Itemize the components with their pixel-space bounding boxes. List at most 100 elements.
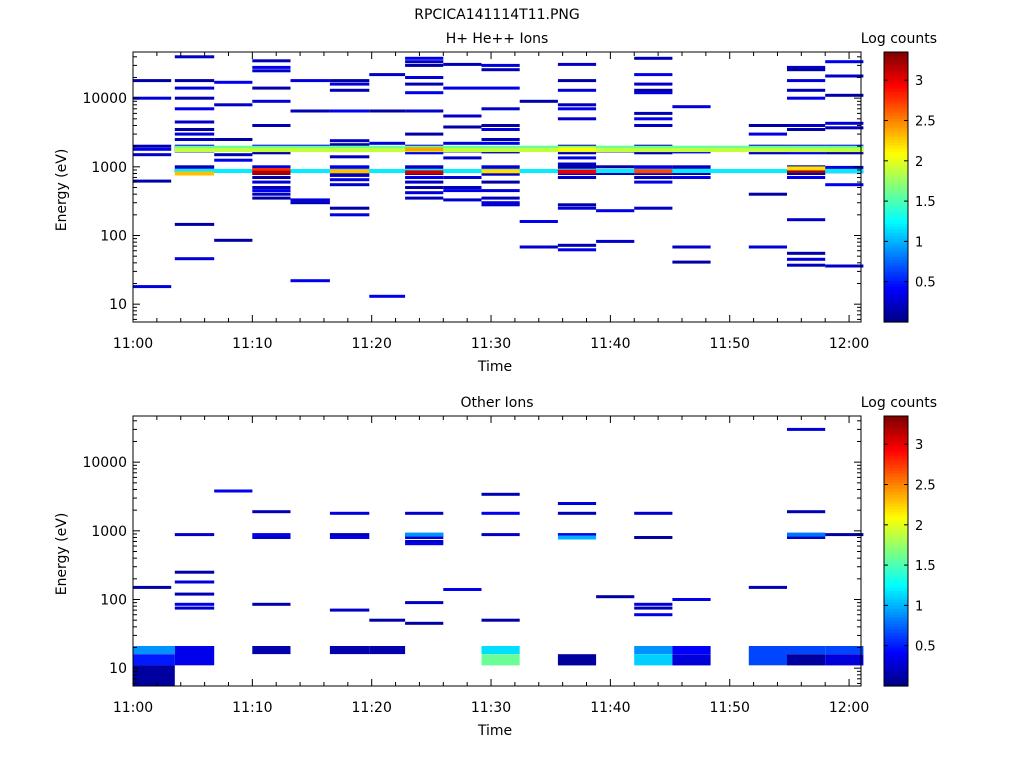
heatmap-cell bbox=[481, 68, 520, 72]
colorbar-swatch bbox=[884, 530, 908, 534]
x-tick-label: 12:00 bbox=[829, 336, 869, 352]
colorbar-swatch bbox=[884, 683, 908, 687]
heatmap-cell bbox=[133, 96, 172, 100]
heatmap-cell bbox=[481, 618, 520, 622]
colorbar-swatch bbox=[884, 256, 908, 260]
colorbar-swatch bbox=[884, 61, 908, 65]
heatmap-cell bbox=[133, 285, 172, 289]
heatmap-cell bbox=[787, 218, 826, 222]
heatmap-cell bbox=[252, 168, 291, 172]
heatmap-cell bbox=[174, 132, 215, 136]
y-tick-label: 10 bbox=[109, 297, 127, 313]
heatmap-cell bbox=[329, 206, 370, 210]
axes: 10 100 1000 10000 11:00 11:10 11:20 11:30 11:40 1… bbox=[82, 415, 869, 716]
heatmap-cell bbox=[557, 511, 597, 515]
heatmap-cell bbox=[557, 169, 597, 174]
heatmap-cell bbox=[329, 511, 370, 515]
colorbar-swatch bbox=[884, 151, 908, 155]
colorbar-swatch bbox=[884, 677, 908, 681]
colorbar-swatch bbox=[884, 184, 908, 188]
colorbar-swatch bbox=[884, 512, 908, 516]
colorbar-swatch bbox=[884, 653, 908, 657]
x-tick-label: 11:40 bbox=[590, 700, 630, 716]
colorbar-swatch bbox=[884, 581, 908, 585]
colorbar-swatch bbox=[884, 644, 908, 648]
heatmap-cell bbox=[481, 138, 520, 141]
colorbar-swatch bbox=[884, 64, 908, 68]
y-tick-label: 100 bbox=[100, 592, 127, 608]
heatmap-cell bbox=[329, 178, 370, 182]
colorbar-swatch bbox=[884, 115, 908, 119]
heatmap-cell bbox=[133, 585, 172, 589]
heatmap-cell bbox=[252, 196, 291, 200]
colorbar-swatch bbox=[884, 647, 908, 651]
heatmap-cell bbox=[405, 180, 444, 184]
colorbar-swatch bbox=[884, 142, 908, 146]
heatmap-cell bbox=[481, 201, 520, 205]
colorbar-swatch bbox=[884, 437, 908, 441]
heatmap-cell bbox=[290, 109, 330, 113]
heatmap-cell bbox=[174, 86, 215, 90]
colorbar-swatch bbox=[884, 506, 908, 510]
heatmap-cell bbox=[787, 65, 826, 69]
heatmap-cell bbox=[405, 186, 444, 189]
heatmap-cell bbox=[787, 532, 826, 537]
colorbar-swatch bbox=[884, 85, 908, 89]
heatmap-cell bbox=[174, 165, 215, 169]
heatmap-cell bbox=[481, 511, 520, 515]
heatmap-cell bbox=[252, 170, 291, 175]
colorbar-swatch bbox=[884, 614, 908, 618]
colorbar-swatch bbox=[884, 106, 908, 110]
heatmap-cell bbox=[329, 608, 370, 612]
colorbar-swatch bbox=[884, 319, 908, 323]
heatmap-cell bbox=[252, 69, 291, 73]
heatmap-cell bbox=[133, 654, 175, 666]
heatmap-cell bbox=[252, 192, 291, 196]
heatmap-cell bbox=[634, 654, 673, 666]
colorbar-swatch bbox=[884, 124, 908, 128]
colorbar-swatch bbox=[884, 452, 908, 456]
x-tick-label: 11:10 bbox=[232, 700, 272, 716]
colorbar-swatch bbox=[884, 280, 908, 284]
heatmap-cell bbox=[174, 96, 215, 100]
heatmap-cell bbox=[634, 536, 673, 539]
heatmap-cell bbox=[557, 62, 597, 66]
colorbar-swatch bbox=[884, 536, 908, 540]
colorbar-swatch bbox=[884, 223, 908, 227]
heatmap-cell bbox=[748, 192, 787, 196]
heatmap-cell bbox=[405, 91, 444, 95]
colorbar-swatch bbox=[884, 133, 908, 137]
heatmap-cell bbox=[481, 63, 520, 67]
heatmap-cell bbox=[672, 654, 711, 666]
panel-title: Other Ions bbox=[460, 395, 533, 411]
colorbar-swatch bbox=[884, 166, 908, 170]
heatmap-cell bbox=[405, 621, 444, 625]
colorbar-swatch bbox=[884, 169, 908, 173]
heatmap-cell bbox=[634, 56, 673, 60]
colorbar-swatch bbox=[884, 295, 908, 299]
heatmap-cell bbox=[748, 151, 787, 155]
heatmap-cell bbox=[174, 222, 215, 226]
heatmap-cell bbox=[596, 172, 635, 175]
heatmap-cell bbox=[369, 73, 406, 77]
x-tick-label: 11:10 bbox=[232, 336, 272, 352]
heatmap-cell bbox=[481, 189, 520, 193]
colorbar-swatch bbox=[884, 55, 908, 59]
heatmap-cell bbox=[252, 646, 291, 655]
heatmap-cell bbox=[214, 153, 253, 157]
heatmap-cell bbox=[252, 510, 291, 514]
colorbar-swatch bbox=[884, 578, 908, 582]
heatmap-cells bbox=[133, 427, 864, 686]
colorbar-swatch bbox=[884, 458, 908, 462]
heatmap-cell bbox=[634, 176, 673, 179]
colorbar-swatch bbox=[884, 596, 908, 600]
panel-title: H+ He++ Ions bbox=[446, 31, 549, 47]
colorbar-swatch bbox=[884, 202, 908, 206]
y-tick-label: 1000 bbox=[91, 160, 127, 176]
panel-h-he-ions: H+ He++ Ions Log counts Time Energy (eV)… bbox=[54, 31, 937, 375]
heatmap-cell bbox=[481, 141, 520, 145]
colorbar-swatch bbox=[884, 217, 908, 221]
heatmap-cell bbox=[174, 570, 215, 574]
heatmap-cell bbox=[214, 158, 253, 162]
